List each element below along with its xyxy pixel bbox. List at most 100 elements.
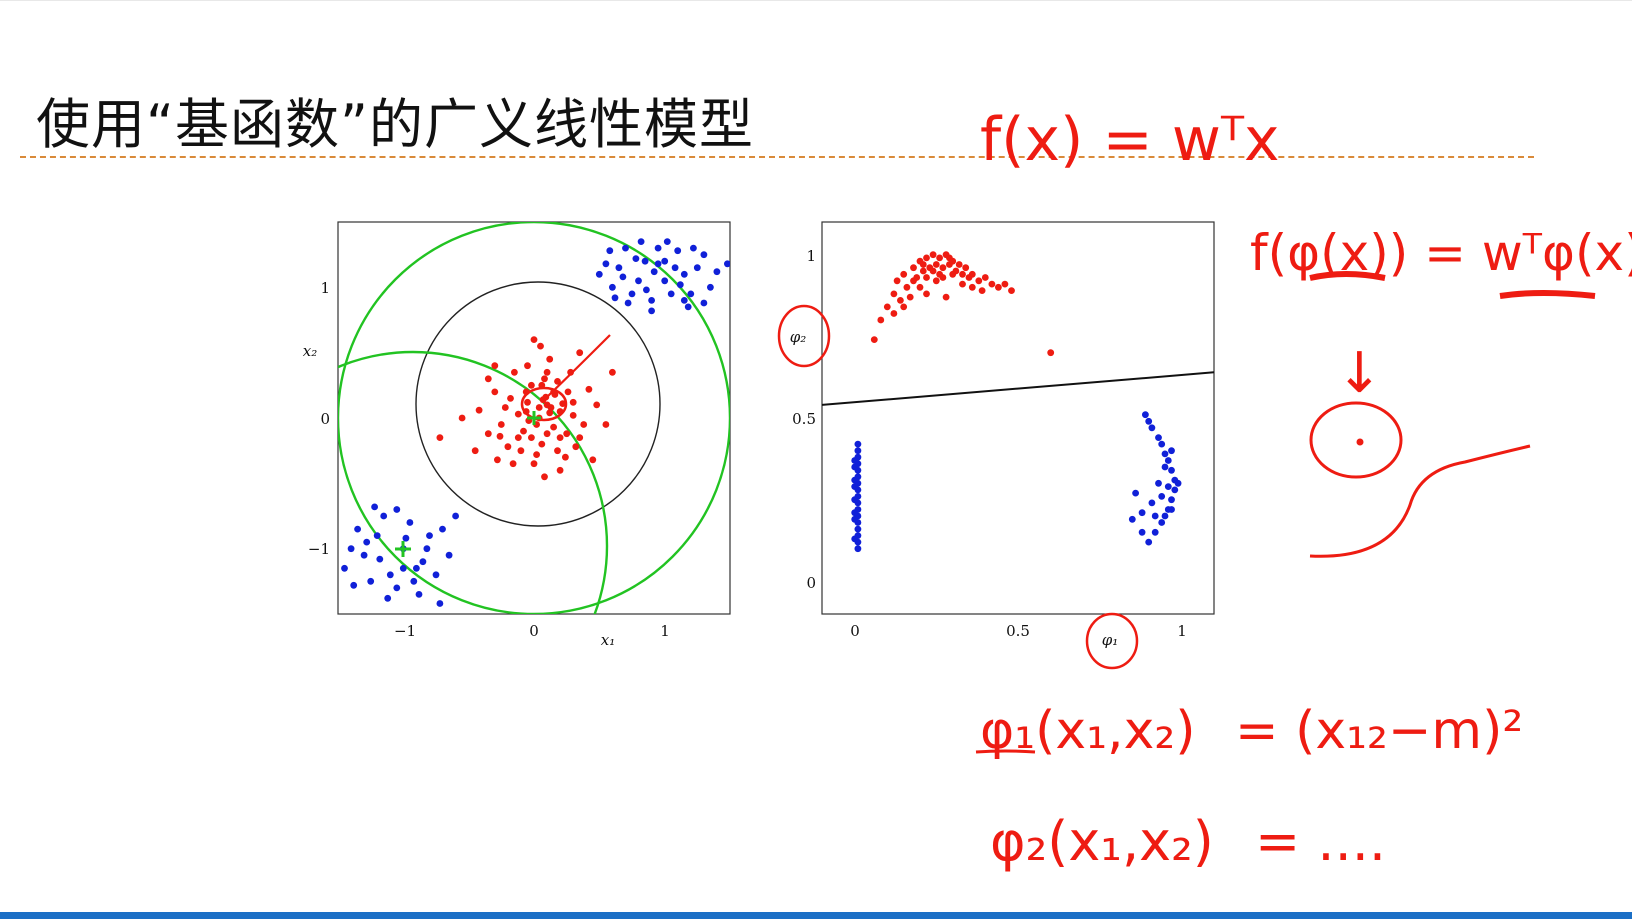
blue-data-point (854, 525, 862, 533)
red-data-point (929, 251, 937, 259)
red-data-point (541, 473, 548, 481)
red-data-point (514, 410, 522, 418)
red-data-point (564, 388, 572, 396)
red-data-point (897, 297, 904, 304)
x-tick: 1 (1177, 622, 1187, 640)
red-data-point (550, 388, 557, 396)
ink-underline-2 (1499, 290, 1596, 299)
blue-data-point (1151, 528, 1159, 536)
y-tick: 1 (320, 279, 330, 297)
red-data-point (877, 316, 885, 324)
feature-space-plot: 0 0.5 1 1 0.5 0 φ₁ φ₂ (777, 221, 1215, 670)
blue-data-point (1158, 440, 1166, 448)
red-data-point (981, 274, 989, 281)
blue-data-point (410, 577, 418, 585)
blue-data-point (851, 535, 859, 543)
blue-data-point (663, 238, 671, 246)
red-data-point (910, 264, 917, 272)
blue-data-point (402, 534, 410, 542)
red-data-point (535, 404, 543, 411)
blue-data-point (676, 281, 684, 289)
blue-data-point (628, 290, 636, 298)
blue-data-point (661, 257, 669, 265)
blue-data-point (360, 551, 368, 559)
red-data-point (900, 303, 908, 311)
red-data-point (504, 443, 512, 451)
red-data-point (959, 280, 966, 288)
blue-data-point (854, 545, 862, 553)
red-data-point (541, 375, 548, 383)
red-data-point (893, 277, 901, 285)
blue-data-point (637, 238, 645, 246)
ink-equation-4-rhs: = .... (1255, 810, 1386, 873)
basis-center-marker-1 (527, 411, 541, 425)
red-data-point (491, 388, 499, 396)
blue-data-point (1132, 489, 1139, 497)
blue-data-point (1164, 457, 1172, 464)
blue-data-point (376, 555, 384, 563)
red-data-point (547, 404, 555, 411)
blue-data-point (713, 268, 721, 276)
red-data-point (949, 270, 957, 278)
red-data-point (554, 447, 561, 455)
ink-equation-3-rhs: = (x₁₂−m)² (1235, 701, 1523, 761)
blue-data-point (347, 545, 355, 553)
red-data-point (556, 466, 564, 474)
ink-dot (1356, 438, 1364, 446)
blue-data-point (851, 515, 859, 523)
blue-data-point (611, 294, 619, 302)
red-data-point (906, 293, 914, 301)
ink-equation-2: f(φ(x)) = wᵀφ(x) (1250, 224, 1632, 282)
blue-data-point (667, 290, 675, 298)
red-data-point (900, 270, 908, 278)
red-data-point (524, 362, 531, 370)
ink-down-arrow: ↓ (1336, 341, 1383, 406)
blue-data-point (707, 283, 714, 291)
blue-data-point (693, 264, 701, 272)
blue-data-point (1142, 411, 1149, 419)
decision-boundary-circle (415, 281, 661, 527)
red-data-point (946, 254, 953, 262)
y-tick: 0 (320, 410, 330, 428)
ink-circle-small (1309, 401, 1403, 479)
red-data-point (522, 408, 530, 415)
red-data-point (609, 368, 616, 376)
red-data-point (569, 398, 577, 406)
blue-data-point (373, 532, 381, 539)
blue-data-point (684, 303, 692, 311)
red-data-point (923, 290, 930, 298)
blue-data-point (1161, 450, 1169, 458)
red-data-point (537, 342, 544, 350)
blue-data-point (393, 584, 401, 592)
red-data-point (932, 261, 940, 268)
blue-data-point (609, 283, 616, 291)
red-data-point (436, 434, 444, 441)
blue-data-point (426, 532, 433, 539)
red-data-point (916, 283, 924, 291)
red-data-point (556, 434, 564, 441)
basis-contour-lower-left (338, 350, 609, 614)
red-data-point (533, 451, 540, 458)
blue-data-point (700, 251, 708, 259)
blue-data-point (641, 257, 649, 265)
blue-data-point (615, 264, 623, 272)
red-data-point (988, 280, 996, 288)
red-data-point (528, 381, 535, 389)
blue-data-point (1168, 447, 1175, 455)
red-data-point (475, 406, 483, 414)
blue-data-point (1148, 424, 1156, 432)
blue-data-point (436, 600, 444, 607)
blue-data-point (415, 591, 423, 598)
blue-data-point (1138, 528, 1146, 536)
red-data-point (491, 362, 499, 370)
x-tick: 1 (660, 622, 670, 640)
red-data-point (602, 421, 610, 428)
red-data-point (890, 290, 898, 298)
red-data-point (494, 456, 501, 464)
slide-title: 使用“基函数”的广义线性模型 (36, 93, 754, 156)
blue-data-point (674, 247, 682, 255)
red-data-point (543, 430, 551, 438)
red-data-point (507, 395, 514, 402)
x-tick: 0 (850, 622, 860, 640)
